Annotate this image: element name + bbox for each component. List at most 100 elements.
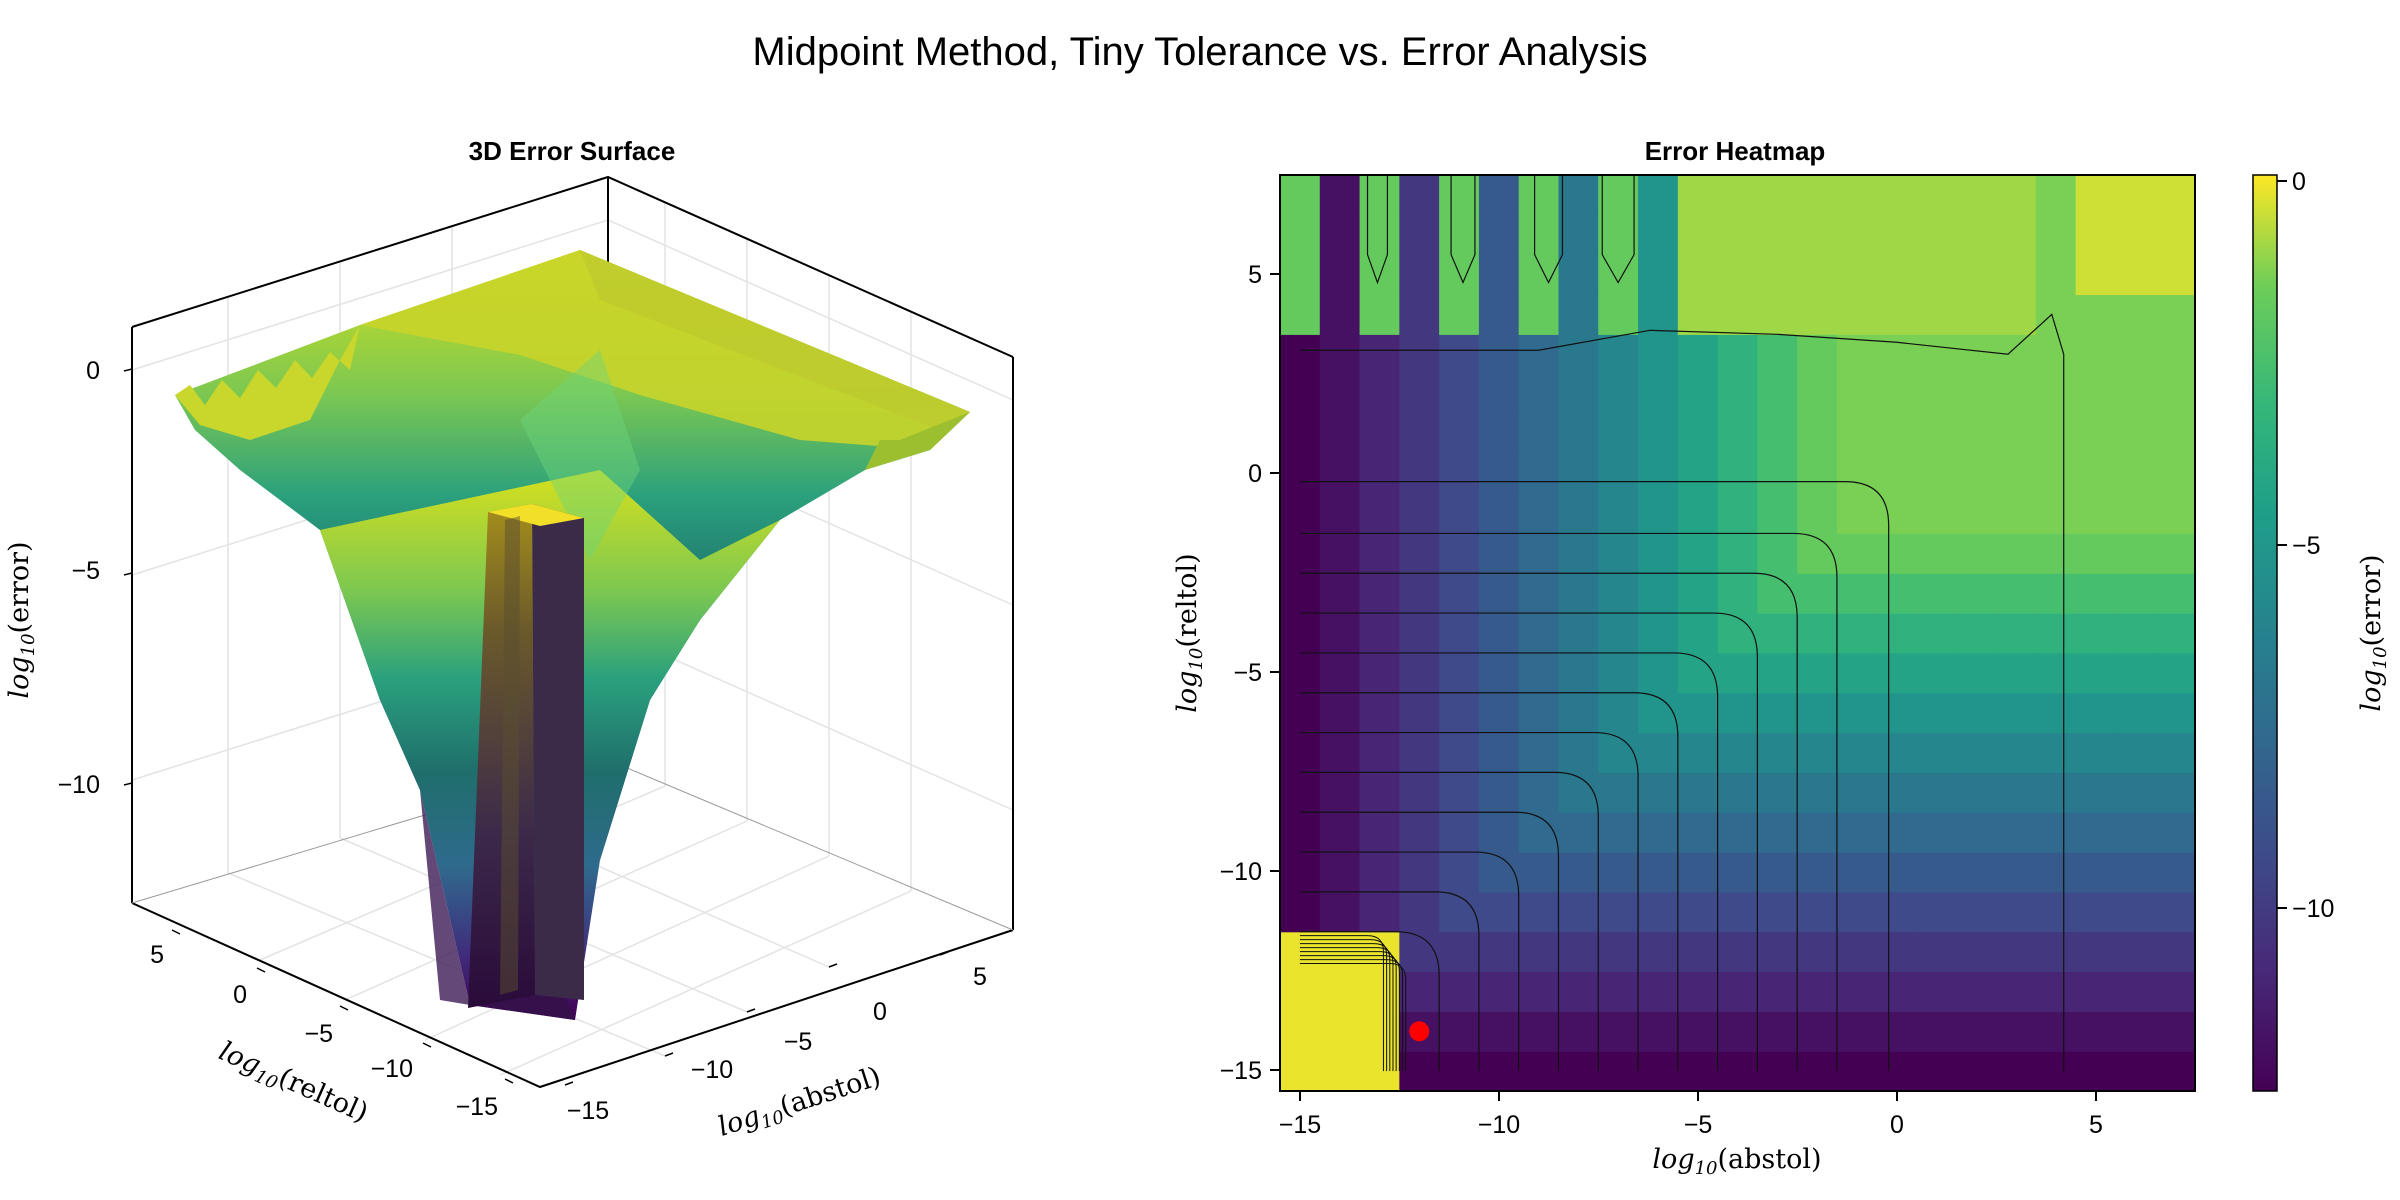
colorbar-label: log10(error) [2356,554,2391,711]
heatmap-cell [1916,971,1957,1012]
heatmap-cell [1956,294,1997,335]
heatmap-cell [1717,931,1758,973]
heatmap-cell [2075,732,2117,773]
heatmap-cell [1439,175,1480,216]
heatmap-cell [1876,692,1918,734]
heatmap-cell [2075,1011,2117,1052]
heatmap-cell [1558,891,1599,933]
heatmap-cell [1280,971,1321,1012]
heatmap-cell [2155,971,2195,1012]
heatmap-cell [1717,1011,1758,1052]
heatmap-cell [1319,175,1361,216]
heatmap-cell [1359,1011,1400,1052]
contour-line [1366,175,1389,285]
heatmap-x-label: log10(abstol) [1652,1144,1821,1179]
heatmap-cell [1359,652,1400,694]
heatmap-y-label: log10(reltol) [1172,553,1207,712]
heatmap-cell [2035,374,2077,415]
heatmap-cell [1876,931,1918,973]
heatmap-cell [1797,493,1838,535]
contour-line [1299,851,1520,1072]
heatmap-cell [1996,533,2037,574]
heatmap-cell [1638,732,1679,773]
heatmap-cell [1916,254,1957,296]
heatmap-cell [1478,692,1520,734]
heatmap-cell [1757,254,1798,296]
heatmap-cell [2155,493,2195,535]
heatmap-cell [1399,812,1440,853]
heatmap-cell [2155,891,2195,933]
heatmap-cell [1836,772,1878,813]
heatmap-cell [1319,812,1361,853]
heatmap-cell [2035,732,2077,773]
heatmap-cell [1916,214,1957,256]
heatmap-cell [1359,971,1400,1012]
contour-line [1299,891,1480,1072]
heatmap-cell [1916,732,1957,773]
heatmap-cell [1956,772,1997,813]
heatmap-cell [2035,453,2077,495]
colorbar-tick: −10 [2292,895,2334,923]
heatmap-cell [2115,294,2156,335]
heatmap-cell [1638,1011,1679,1052]
heatmap-cell [1757,453,1798,495]
heatmap-cell [1757,852,1798,893]
heatmap-y-ticks: 5 0 −5 −10 −15 [1220,261,1280,1085]
heatmap-cell [1797,175,1838,216]
heatmap-cell [1478,374,1520,415]
heatmap-cell [1280,573,1321,614]
heatmap-cell [2155,1051,2195,1091]
heatmap-cell [1836,374,1878,415]
heatmap-cell [1677,852,1719,893]
heatmap-cell [1797,732,1838,773]
heatmap-cell [1518,175,1560,216]
heatmap-cell [1558,613,1599,654]
contour-line [1299,572,1798,1072]
heatmap-cell [1916,652,1957,694]
contour-line [1299,951,1397,1072]
heatmap-cell [1797,334,1838,375]
heatmap-cell [1677,214,1719,256]
heatmap-cell [1478,493,1520,535]
heatmap-cell [1280,732,1321,773]
heatmap-cell [2035,214,2077,256]
heatmap-cell [1717,214,1758,256]
heatmap-cell [1598,573,1639,614]
heatmap-y-tick: −10 [1220,858,1262,886]
heatmap-cell [2155,852,2195,893]
heatmap-cell [1717,891,1758,933]
heatmap-cell [1916,294,1957,335]
heatmap-cell [1638,374,1679,415]
heatmap-cell [2155,294,2195,335]
heatmap-cell [2035,334,2077,375]
heatmap-cell [1717,692,1758,734]
heatmap-cell [1797,453,1838,495]
heatmap-cell [1717,573,1758,614]
heatmap-cell [1916,812,1957,853]
heatmap-cell [1996,573,2037,614]
heatmap-cell [1439,772,1480,813]
heatmap-cell [1797,931,1838,973]
heatmap-cell [1717,334,1758,375]
heatmap-cell [1797,413,1838,455]
heatmap-cell [1359,692,1400,734]
heatmap-cell [2075,852,2117,893]
heatmap-cell [1598,453,1639,495]
heatmap-cell [1638,652,1679,694]
heatmap-cell [1598,613,1639,654]
heatmap-cell [1518,453,1560,495]
heatmap-cell [1638,971,1679,1012]
heatmap-cell [1439,374,1480,415]
heatmap-x-tick: −5 [1684,1111,1713,1139]
heatmap-cell [1797,971,1838,1012]
heatmap-cell [1319,613,1361,654]
heatmap-cell [1598,175,1639,216]
heatmap-cell [1677,493,1719,535]
heatmap-cell [1558,812,1599,853]
heatmap-cell [1836,613,1878,654]
heatmap-cell [2155,772,2195,813]
heatmap-cell [1399,573,1440,614]
heatmap-cell [2035,493,2077,535]
heatmap-cell [1518,971,1560,1012]
heatmap-cell [2115,1011,2156,1052]
